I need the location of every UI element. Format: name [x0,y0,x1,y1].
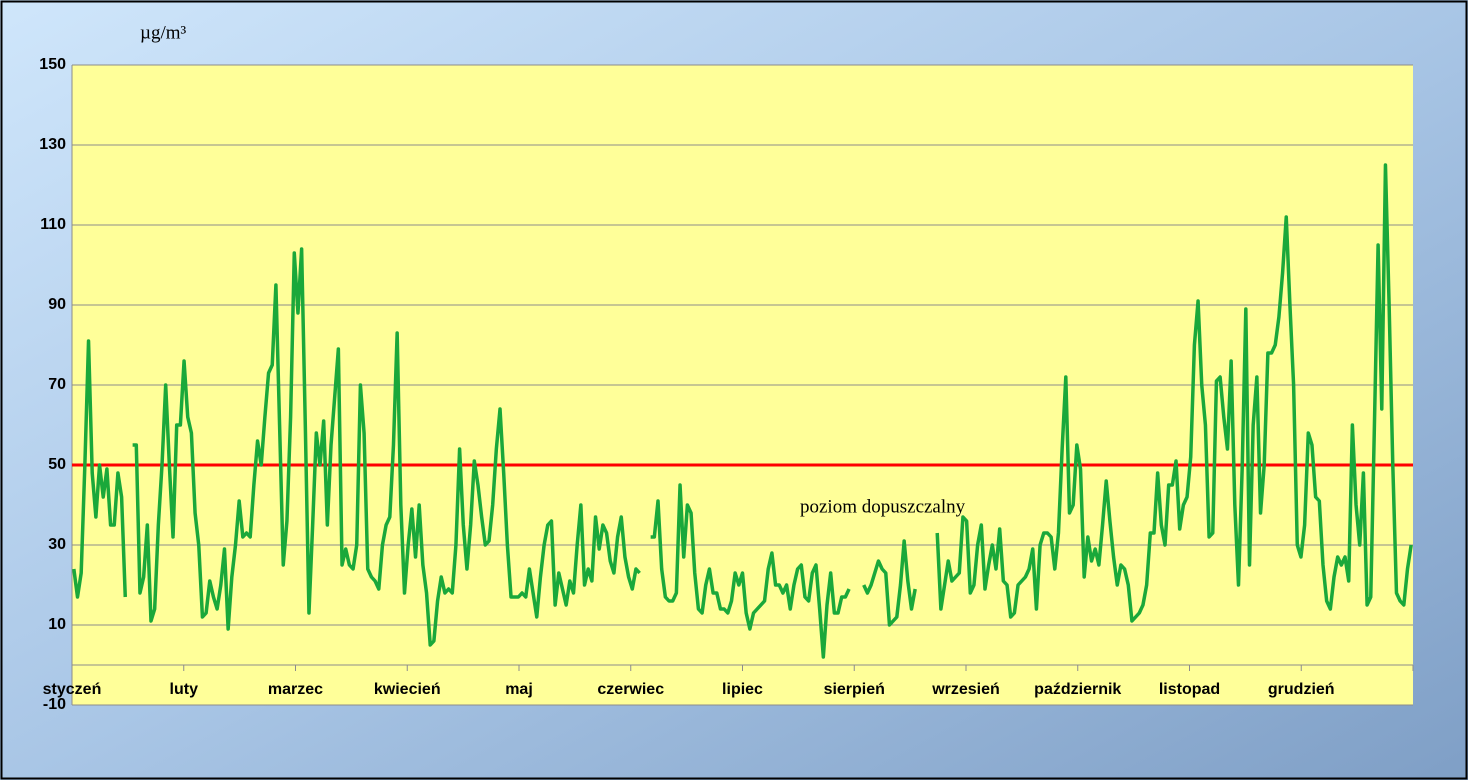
unit-label: µg/m³ [140,22,187,43]
x-tick-label: kwiecień [374,681,441,698]
y-tick-label: 70 [48,376,66,393]
y-tick-label: 50 [48,456,66,473]
y-tick-label: 150 [39,56,66,73]
y-tick-label: 130 [39,136,66,153]
y-tick-label: -10 [43,696,66,713]
x-tick-label: październik [1034,681,1121,698]
x-tick-label: czerwiec [597,681,664,698]
y-tick-label: 110 [40,216,66,233]
x-tick-label: grudzień [1268,681,1335,698]
chart: µg/m³ -10 10 30 50 70 90 110 130 150 styczeń luty m… [0,0,1468,780]
reference-label: poziom dopuszczalny [800,496,966,517]
x-tick-label: lipiec [722,681,763,698]
page: µg/m³ -10 10 30 50 70 90 110 130 150 styczeń luty m… [0,0,1468,780]
y-tick-label: 30 [48,536,66,553]
x-tick-label: styczeń [43,681,102,698]
x-tick-label: maj [505,681,533,698]
x-tick-label: listopad [1159,681,1220,698]
x-tick-label: luty [170,681,199,698]
x-tick-label: marzec [268,681,323,698]
x-tick-label: sierpień [824,681,885,698]
y-tick-label: 90 [48,296,66,313]
x-tick-label: wrzesień [931,681,1000,698]
y-tick-label: 10 [48,616,66,633]
